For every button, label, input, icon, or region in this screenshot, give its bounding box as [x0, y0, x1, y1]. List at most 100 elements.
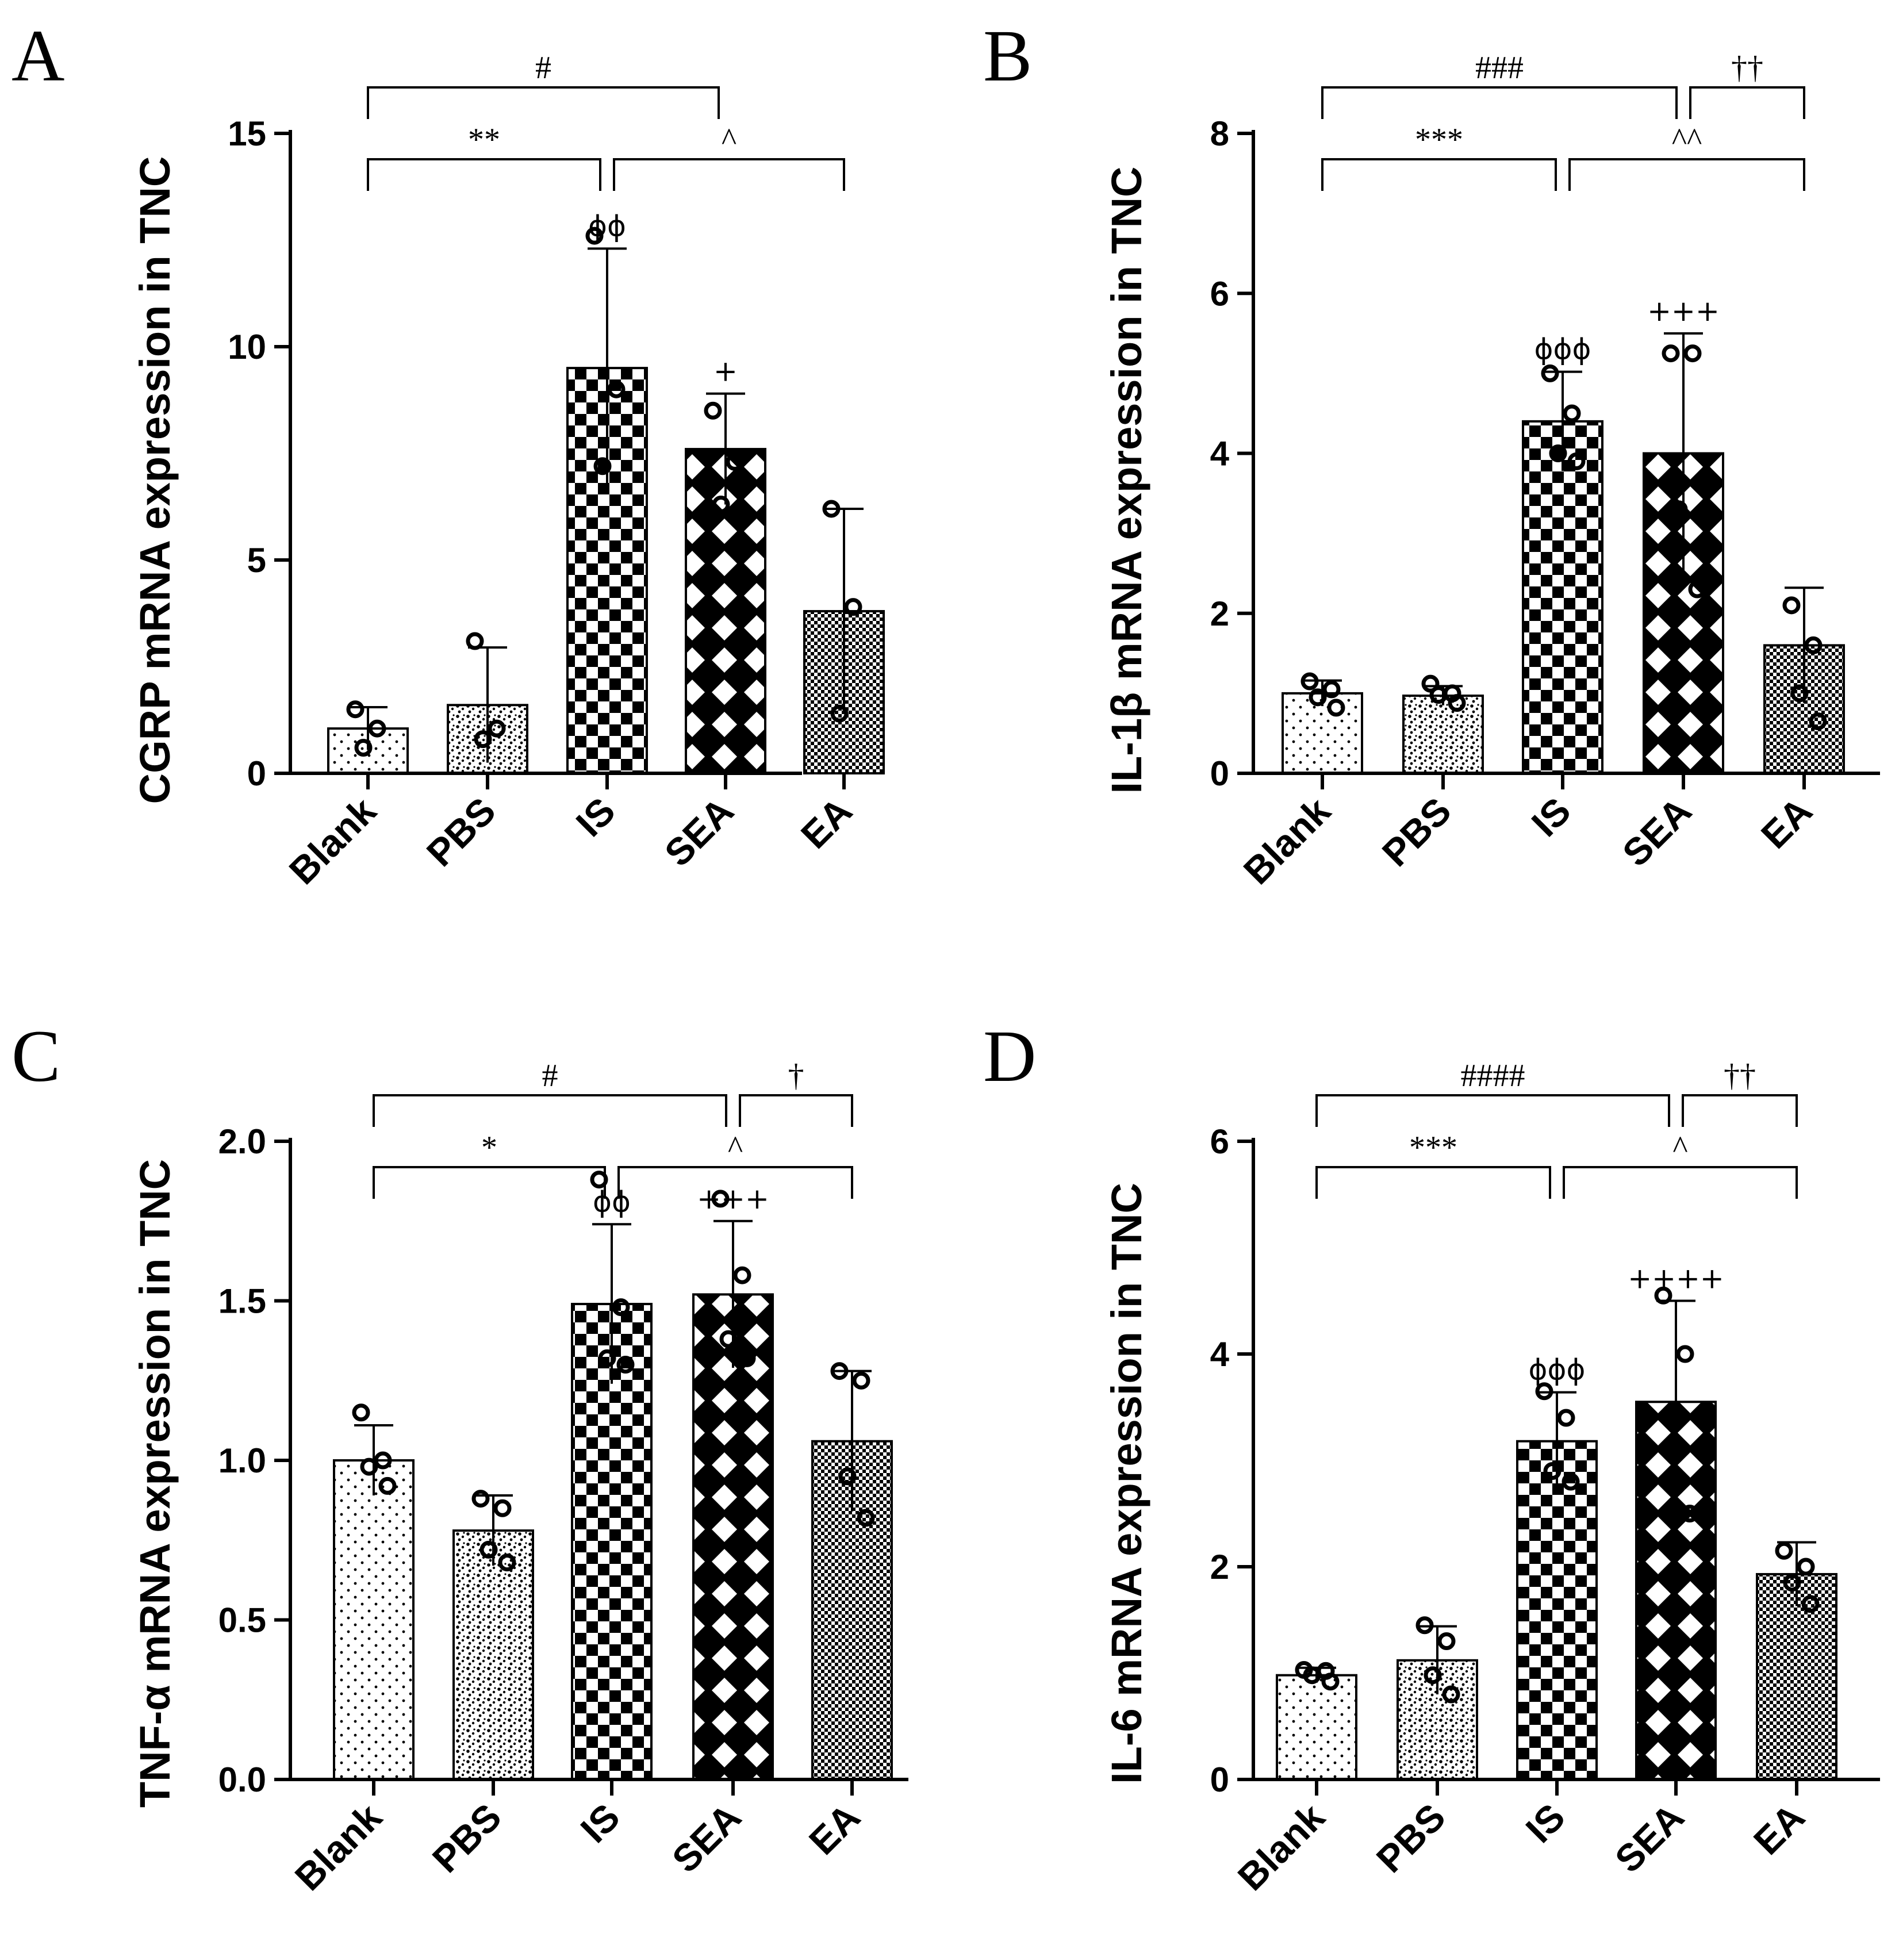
x-tick-label: PBS — [424, 1796, 509, 1881]
y-tick-label: 10 — [228, 328, 266, 366]
panel-a: A CGRP mRNA expression in TNC 0 5 10 15 Blan… — [11, 15, 885, 892]
comparison-label: ^^ — [1672, 122, 1702, 158]
panel-d: D IL-6 mRNA expression in TNC 0 2 4 6 Blank P… — [983, 1015, 1880, 1898]
data-point — [844, 598, 862, 616]
panel-letter: C — [11, 1015, 60, 1097]
comparison-label: † — [788, 1058, 804, 1094]
data-point — [1327, 699, 1345, 717]
comparison-bracket — [617, 1166, 853, 1199]
comparison-bracket — [1321, 86, 1678, 119]
data-point — [374, 1451, 392, 1470]
data-point — [1681, 1505, 1699, 1522]
data-point — [726, 452, 744, 471]
comparison-label: # — [535, 50, 551, 86]
data-point — [598, 1349, 616, 1367]
comparison-bracket — [1315, 1166, 1551, 1199]
comparison-bracket — [373, 1166, 606, 1199]
data-point — [711, 1190, 730, 1208]
y-tick-label: 5 — [247, 541, 266, 580]
y-tick-label: 4 — [1210, 435, 1230, 473]
comparison-bracket — [613, 158, 845, 191]
x-tick-label: SEA — [1607, 1796, 1692, 1881]
data-point — [1790, 684, 1809, 703]
x-tick-label: Blank — [286, 1795, 390, 1898]
comparison-bracket — [1563, 1166, 1798, 1199]
data-point — [1448, 694, 1466, 712]
data-point — [1801, 1595, 1820, 1613]
data-point — [466, 632, 484, 650]
y-axis-label: TNF-α mRNA expression in TNC — [131, 1159, 179, 1808]
data-point — [346, 700, 365, 719]
x-tick-label: PBS — [1374, 789, 1459, 874]
x-tick-label: PBS — [1368, 1796, 1453, 1881]
data-point — [352, 1403, 370, 1422]
data-point — [830, 704, 849, 723]
comparison-bracket — [739, 1094, 853, 1127]
x-tick-label: Blank — [281, 789, 384, 892]
bar-blank — [333, 1459, 415, 1781]
comparison-bracket — [373, 1094, 727, 1127]
x-tick-label: Blank — [1235, 789, 1338, 892]
data-point — [1662, 344, 1680, 363]
x-tick-label: SEA — [657, 789, 742, 874]
data-point — [585, 227, 604, 245]
panel-b: B IL-1β mRNA expression in TNC 0 2 4 6 8 Blan… — [983, 15, 1880, 892]
data-point — [712, 496, 730, 514]
data-point — [1442, 1685, 1460, 1704]
comparison-label: †† — [1724, 1058, 1756, 1094]
data-point — [1775, 1541, 1793, 1560]
data-point — [1688, 580, 1706, 599]
bar-is — [1522, 420, 1603, 774]
comparison-label: # — [542, 1058, 558, 1094]
x-tick-label: EA — [801, 1796, 868, 1863]
data-point — [1557, 1409, 1575, 1427]
bar-sea — [692, 1293, 774, 1781]
panel-letter: A — [11, 15, 64, 97]
comparison-bracket — [1568, 158, 1805, 191]
y-tick-label: 1.0 — [218, 1441, 266, 1480]
data-point — [704, 401, 722, 420]
data-point — [498, 1554, 516, 1572]
data-point — [1683, 344, 1702, 363]
data-point — [378, 1476, 397, 1495]
data-point — [733, 1266, 751, 1284]
data-point — [857, 1509, 875, 1527]
data-point — [1322, 680, 1341, 699]
y-tick-label: 2 — [1210, 1548, 1229, 1586]
data-point — [1541, 364, 1559, 382]
significance-symbol: + — [713, 355, 738, 388]
y-tick-label: 0.0 — [218, 1760, 266, 1799]
data-point — [1804, 636, 1823, 654]
x-tick-label: IS — [567, 789, 623, 845]
x-tick-label: PBS — [419, 789, 504, 874]
data-point — [1429, 686, 1448, 704]
y-axis-label: CGRP mRNA expression in TNC — [131, 156, 179, 804]
comparison-bracket — [1689, 86, 1805, 119]
comparison-label: ^ — [1672, 1130, 1687, 1165]
data-point — [612, 1298, 630, 1317]
data-point — [368, 719, 386, 738]
bar-pbs — [452, 1529, 534, 1781]
data-point — [471, 1490, 490, 1508]
significance-symbol: ϕϕϕ — [1534, 333, 1591, 366]
data-point — [1662, 1441, 1681, 1459]
comparison-bracket — [367, 86, 720, 119]
y-tick-label: 0 — [247, 754, 266, 793]
comparison-label: ^ — [728, 1130, 743, 1165]
x-tick-label: IS — [1523, 789, 1578, 845]
y-tick-label: 6 — [1210, 1122, 1229, 1161]
data-point — [830, 1362, 849, 1380]
comparison-label: *** — [1409, 1130, 1457, 1165]
data-point — [616, 1356, 635, 1374]
data-point — [1676, 1345, 1694, 1363]
significance-symbol: ++++ — [1628, 1262, 1724, 1295]
panel-letter: D — [983, 1015, 1036, 1097]
significance-symbol: +++ — [697, 1182, 769, 1215]
comparison-label: * — [481, 1130, 497, 1165]
data-point — [474, 730, 492, 749]
comparison-label: ^ — [722, 122, 736, 158]
data-point — [738, 1349, 756, 1367]
significance-symbol: ϕϕϕ — [1529, 1353, 1586, 1387]
comparison-bracket — [1321, 158, 1557, 191]
y-tick-label: 8 — [1210, 114, 1229, 153]
